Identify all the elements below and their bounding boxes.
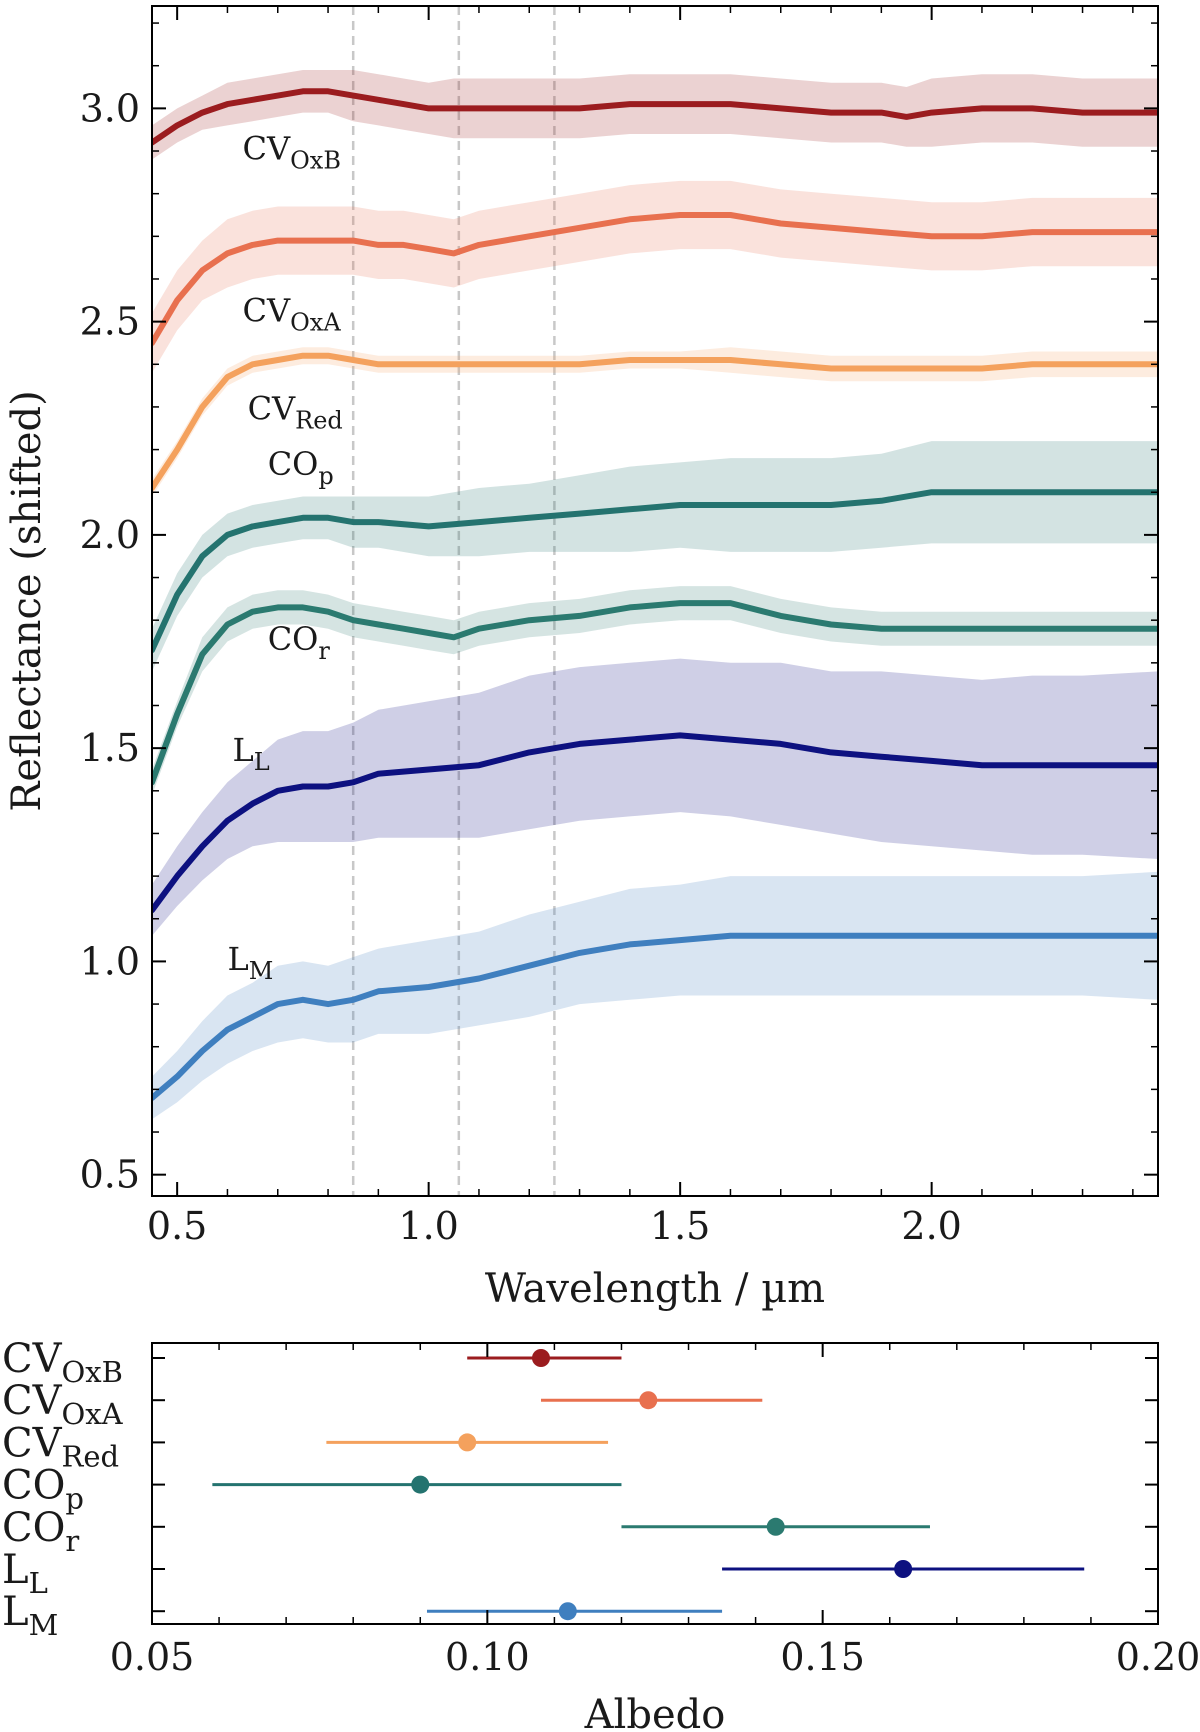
x-tick-label: 1.0 [398, 1204, 458, 1248]
albedo-label-L_M: LM [2, 1589, 58, 1642]
series-label-L_M: LM [227, 940, 273, 985]
band-L_L [152, 658, 1158, 936]
band-CO_r [152, 586, 1158, 796]
albedo-label-CV_OxB: CVOxB [2, 1336, 123, 1389]
line-L_M [152, 932, 1158, 1101]
x-tick-label: 1.5 [650, 1204, 710, 1248]
y-tick-label: 2.5 [80, 300, 140, 344]
series-label-CV_Red: CVRed [248, 390, 343, 435]
point-CO_r [766, 1517, 785, 1536]
y-axis-label: Reflectance (shifted) [4, 390, 50, 811]
spectra-frame [151, 5, 1159, 1197]
line-CV_OxB [152, 88, 1158, 146]
series-label-CV_OxB: CVOxB [243, 130, 341, 175]
albedo-x-tick-label: 0.20 [1116, 1635, 1200, 1679]
point-CV_OxB [531, 1349, 550, 1367]
band-CV_OxB [152, 70, 1158, 160]
albedo-label-L_L: LL [2, 1547, 48, 1600]
point-CV_Red [458, 1433, 477, 1452]
point-L_L [894, 1560, 913, 1578]
albedo-x-axis-label: Albedo [584, 1692, 726, 1732]
line-CO_p [152, 489, 1158, 654]
albedo-frame [151, 1342, 1159, 1625]
line-CO_r [152, 600, 1158, 786]
albedo-label-CO_r: COr [2, 1505, 79, 1558]
albedo-x-tick-label: 0.05 [110, 1635, 195, 1679]
spectra-plot-area [152, 6, 1158, 1196]
line-L_L [152, 732, 1158, 914]
albedo-label-CO_p: COp [2, 1463, 84, 1516]
line-CV_OxA [152, 212, 1158, 346]
band-CV_OxA [152, 180, 1158, 373]
series-label-L_L: LL [232, 731, 269, 776]
y-tick-label: 0.5 [80, 1153, 140, 1197]
albedo-x-tick-label: 0.15 [780, 1635, 865, 1679]
series-label-CV_OxA: CVOxA [243, 292, 342, 337]
x-tick-label: 0.5 [147, 1204, 207, 1248]
albedo-label-CV_OxA: CVOxA [2, 1378, 124, 1431]
point-CO_p [411, 1475, 430, 1494]
y-tick-label: 1.0 [80, 939, 140, 983]
spectra-panel: CVOxB CVOxA CVRed COp COr LL LM 0.5 1.0 1.5 2.0 0.5… [4, 5, 1159, 1312]
point-CV_OxA [639, 1391, 658, 1410]
series-label-CO_p: COp [268, 445, 334, 490]
x-axis-label: Wavelength / µm [485, 1266, 825, 1312]
line-CV_Red [152, 352, 1158, 491]
x-tick-label: 2.0 [901, 1204, 961, 1248]
series-label-CO_r: COr [268, 620, 331, 665]
y-tick-label: 2.0 [80, 513, 140, 557]
albedo-label-CV_Red: CVRed [2, 1420, 119, 1473]
y-tick-label: 1.5 [80, 726, 140, 770]
band-L_M [152, 871, 1158, 1120]
y-tick-label: 3.0 [80, 86, 140, 130]
point-L_M [558, 1602, 577, 1621]
albedo-x-tick-label: 0.10 [445, 1635, 530, 1679]
